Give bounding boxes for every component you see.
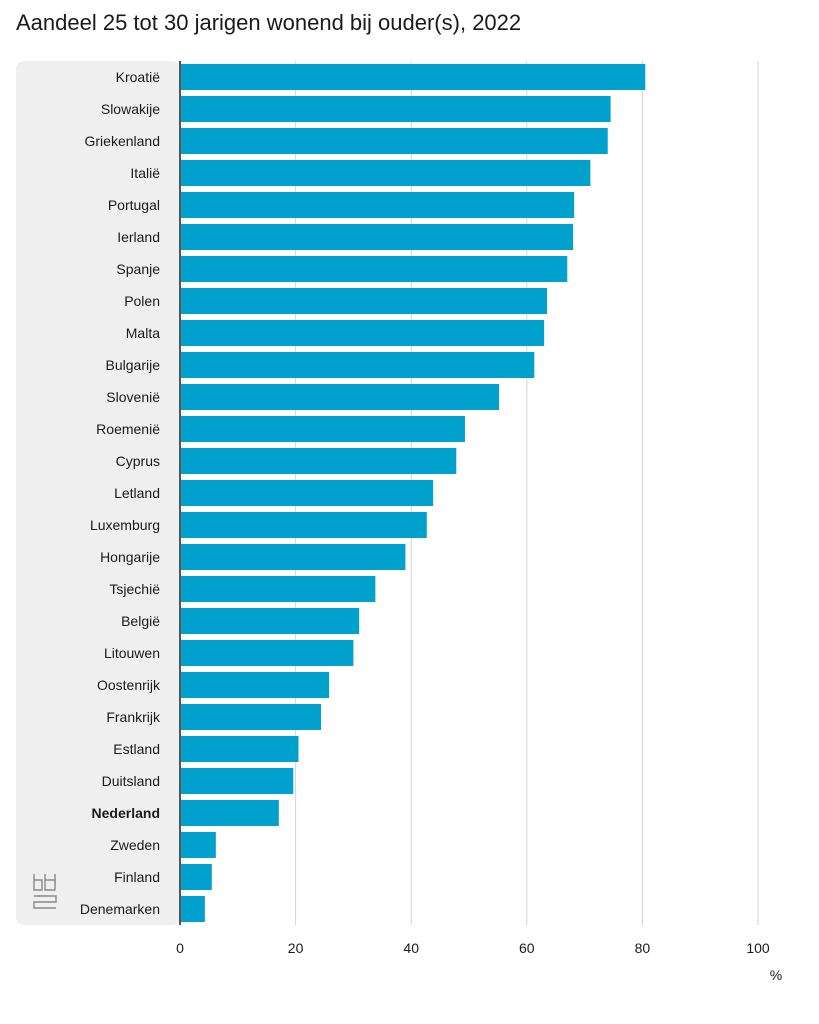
x-tick-label: 80 [635,940,651,956]
bar [180,544,406,570]
category-label: Nederland [92,805,160,821]
x-tick-label: 60 [519,940,535,956]
bar [180,672,330,698]
category-label: Portugal [108,197,160,213]
x-axis-unit: % [770,967,782,983]
bars [180,64,646,922]
bar [180,384,500,410]
x-tick-label: 100 [746,940,770,956]
category-label: Hongarije [100,549,160,565]
bar [180,288,548,314]
bar [180,640,354,666]
bar [180,192,575,218]
category-label: Zweden [110,837,160,853]
bar [180,256,568,282]
category-label: Polen [124,293,160,309]
category-label: Slowakije [101,101,160,117]
bar [180,128,608,154]
bar [180,480,434,506]
bar [180,416,465,442]
bar [180,160,591,186]
bar [180,576,376,602]
bar [180,800,279,826]
category-label: Oostenrijk [97,677,161,693]
bar [180,736,299,762]
bar [180,704,322,730]
category-label: Slovenië [106,389,160,405]
bar [180,864,212,890]
x-tick-labels: 0 20 40 60 80 100 [176,940,770,956]
category-label: Kroatië [116,69,161,85]
bar [180,896,205,922]
category-label: Estland [113,741,160,757]
category-label: Luxemburg [90,517,160,533]
category-label: Ierland [117,229,160,245]
category-label: Roemenië [96,421,160,437]
bar [180,96,611,122]
category-label: Italië [130,165,160,181]
category-labels: Kroatië Slowakije Griekenland Italië Portuga… [80,69,161,917]
category-label: Griekenland [85,133,161,149]
x-tick-label: 40 [403,940,419,956]
bar [180,832,216,858]
category-label: Spanje [116,261,160,277]
x-tick-label: 20 [288,940,304,956]
category-label: Denemarken [80,901,160,917]
bar [180,448,457,474]
label-panel [16,61,180,925]
category-label: Duitsland [102,773,160,789]
chart-title: Aandeel 25 tot 30 jarigen wonend bij oud… [16,10,522,35]
category-label: Malta [126,325,160,341]
category-label: Bulgarije [106,357,161,373]
bar [180,352,535,378]
category-label: Finland [114,869,160,885]
category-label: Letland [114,485,160,501]
x-tick-label: 0 [176,940,184,956]
bar [180,608,360,634]
bar [180,320,545,346]
category-label: Frankrijk [106,709,161,725]
bar [180,64,646,90]
category-label: Cyprus [116,453,160,469]
cbs-logo-icon [33,874,57,909]
bar [180,768,294,794]
category-label: Tsjechië [109,581,160,597]
category-label: Litouwen [104,645,160,661]
bar [180,512,427,538]
category-label: België [121,613,160,629]
bar [180,224,574,250]
